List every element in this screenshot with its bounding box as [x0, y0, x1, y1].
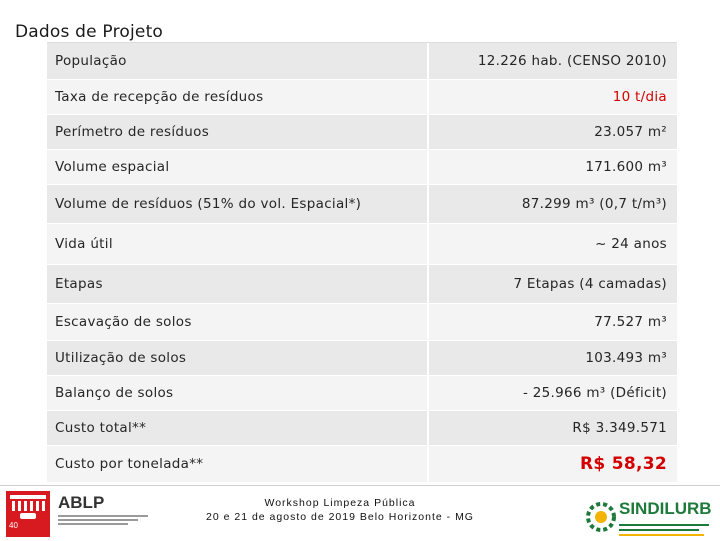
row-label: Etapas — [47, 265, 429, 303]
row-label: Perímetro de resíduos — [47, 115, 429, 149]
row-value: 87.299 m³ (0,7 t/m³) — [429, 185, 677, 223]
project-data-table: População 12.226 hab. (CENSO 2010) Taxa … — [47, 42, 677, 483]
table-row: População 12.226 hab. (CENSO 2010) — [47, 43, 677, 80]
row-value: 103.493 m³ — [429, 341, 677, 375]
sindilurb-logo: SINDILURB — [585, 495, 715, 539]
table-row: Custo total** R$ 3.349.571 — [47, 411, 677, 446]
row-value: - 25.966 m³ (Déficit) — [429, 376, 677, 410]
event-info: Workshop Limpeza Pública 20 e 21 de agos… — [180, 496, 500, 524]
row-value: 23.057 m² — [429, 115, 677, 149]
row-label: Volume espacial — [47, 150, 429, 184]
row-label: Volume de resíduos (51% do vol. Espacial… — [47, 185, 429, 223]
row-value: 10 t/dia — [429, 80, 677, 114]
row-value: 171.600 m³ — [429, 150, 677, 184]
row-label: Custo por tonelada** — [47, 446, 429, 482]
row-value-highlight: R$ 58,32 — [429, 446, 677, 482]
table-row: Balanço de solos - 25.966 m³ (Déficit) — [47, 376, 677, 411]
row-value: R$ 3.349.571 — [429, 411, 677, 445]
event-date-location: 20 e 21 de agosto de 2019 Belo Horizonte… — [206, 511, 474, 523]
ablp-logo: 40 ABLP — [6, 491, 156, 537]
row-value: 7 Etapas (4 camadas) — [429, 265, 677, 303]
row-label: Custo total** — [47, 411, 429, 445]
table-row: Taxa de recepção de resíduos 10 t/dia — [47, 80, 677, 115]
sindilurb-wordmark: SINDILURB — [619, 499, 712, 518]
page-number: 40 — [9, 521, 18, 530]
row-value: ~ 24 anos — [429, 224, 677, 264]
table-row: Utilização de solos 103.493 m³ — [47, 341, 677, 376]
row-label: Escavação de solos — [47, 304, 429, 340]
row-label: Taxa de recepção de resíduos — [47, 80, 429, 114]
ablp-wordmark: ABLP — [58, 493, 105, 512]
row-label: Utilização de solos — [47, 341, 429, 375]
row-value: 77.527 m³ — [429, 304, 677, 340]
table-row: Volume espacial 171.600 m³ — [47, 150, 677, 185]
table-row: Vida útil ~ 24 anos — [47, 224, 677, 265]
footer-divider — [0, 485, 720, 486]
page-title: Dados de Projeto — [15, 22, 164, 42]
row-label: Balanço de solos — [47, 376, 429, 410]
table-row: Etapas 7 Etapas (4 camadas) — [47, 265, 677, 304]
sindilurb-tagline-decoration — [619, 521, 711, 539]
ablp-emblem-icon: 40 — [6, 491, 50, 537]
row-label: Vida útil — [47, 224, 429, 264]
table-row: Custo por tonelada** R$ 58,32 — [47, 446, 677, 483]
row-label: População — [47, 43, 429, 79]
table-row: Escavação de solos 77.527 m³ — [47, 304, 677, 341]
table-row: Volume de resíduos (51% do vol. Espacial… — [47, 185, 677, 224]
sindilurb-emblem-icon — [586, 502, 616, 532]
row-value: 12.226 hab. (CENSO 2010) — [429, 43, 677, 79]
ablp-tagline-decoration — [58, 513, 153, 527]
table-row: Perímetro de resíduos 23.057 m² — [47, 115, 677, 150]
event-title: Workshop Limpeza Pública — [264, 497, 416, 509]
